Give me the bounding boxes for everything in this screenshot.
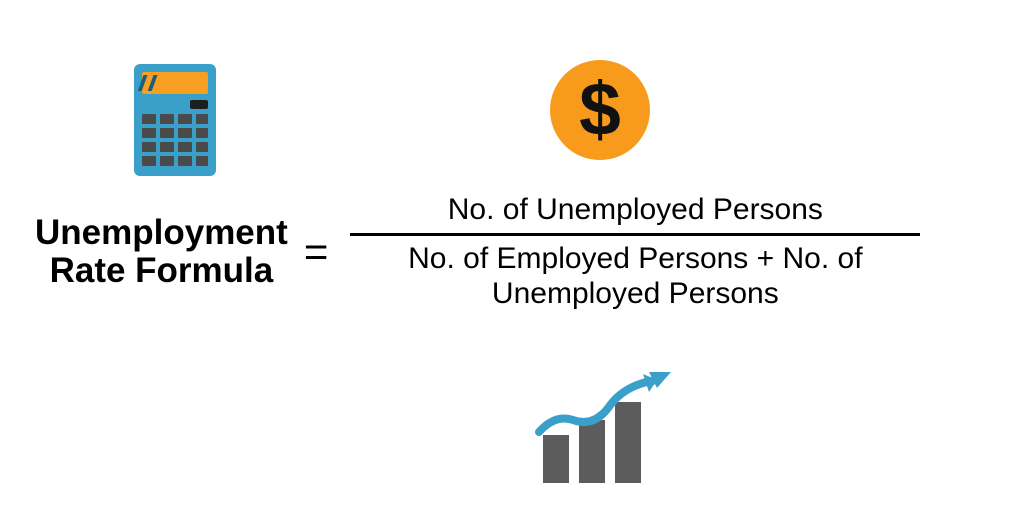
denominator-line2: Unemployed Persons (360, 277, 910, 312)
denominator: No. of Employed Persons + No. of Unemplo… (350, 236, 920, 311)
svg-text:$: $ (579, 67, 621, 151)
lhs-line1: Unemployment (35, 214, 288, 253)
growth-chart-icon (525, 370, 685, 495)
equals-sign: = (304, 228, 329, 276)
calculator-icon (130, 60, 220, 185)
formula-rhs: No. of Unemployed Persons No. of Employe… (350, 193, 920, 311)
denominator-line1: No. of Employed Persons + No. of (360, 242, 910, 277)
numerator: No. of Unemployed Persons (350, 193, 920, 233)
lhs-line2: Rate Formula (35, 252, 288, 291)
formula-container: Unemployment Rate Formula = No. of Unemp… (35, 193, 920, 311)
formula-lhs: Unemployment Rate Formula (35, 214, 288, 291)
dollar-coin-icon: $ (545, 55, 655, 170)
